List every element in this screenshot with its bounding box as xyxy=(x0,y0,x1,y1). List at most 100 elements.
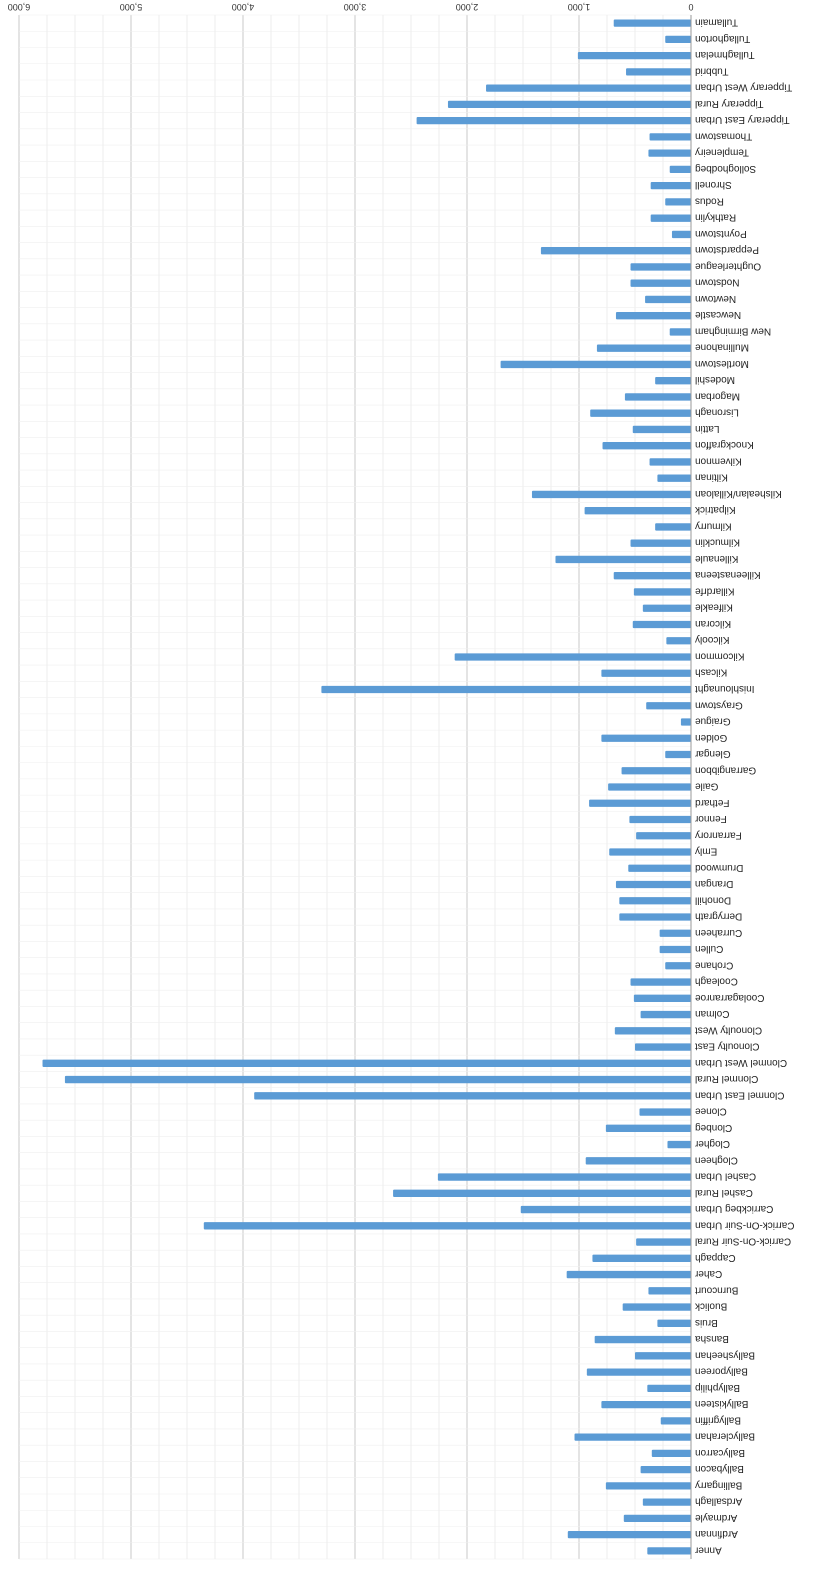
category-label: Tubbrid xyxy=(695,65,729,76)
category-label: Kilcooly xyxy=(695,634,729,645)
bar xyxy=(608,783,691,791)
category-label: Carrick-On-Suir Rural xyxy=(695,1236,791,1247)
category-label: Graigue xyxy=(695,715,731,726)
bar xyxy=(648,149,691,157)
category-label: Bansha xyxy=(695,1333,729,1344)
category-label: Clonbeg xyxy=(695,1122,732,1133)
category-label: Tipperary West Urban xyxy=(695,82,792,93)
category-label: Drangan xyxy=(695,878,733,889)
category-label: Clogher xyxy=(694,1138,730,1149)
category-label: Thomastown xyxy=(695,130,752,141)
category-label: Tipperary East Urban xyxy=(695,114,790,125)
category-label: New Birmingham xyxy=(695,325,771,336)
tick-labels: 0 1,000 2,000 3,000 4,000 5,000 6,000 xyxy=(8,2,694,12)
category-label: Kilfeakle xyxy=(695,602,733,613)
bar xyxy=(633,588,691,596)
category-label: Ardsallagh xyxy=(695,1496,742,1507)
bar xyxy=(650,214,691,222)
value-tick-label: 2,000 xyxy=(456,2,479,12)
bar xyxy=(648,1287,691,1295)
bar xyxy=(623,1514,691,1523)
bar xyxy=(642,604,691,612)
category-label: Garrangibbon xyxy=(695,764,756,775)
category-label: Carrick-On-Suir Urban xyxy=(695,1219,794,1230)
bar xyxy=(609,848,691,856)
category-label: Farranrory xyxy=(695,829,742,840)
category-label: Clonmel Rural xyxy=(695,1073,758,1084)
bar xyxy=(393,1189,691,1197)
category-label: Ballingarry xyxy=(695,1479,742,1490)
category-label: Inishlounaght xyxy=(695,683,755,694)
category-label: Nodstown xyxy=(695,277,739,288)
value-tick-label: 3,000 xyxy=(344,2,367,12)
bar xyxy=(586,1368,691,1376)
category-label: Curraheen xyxy=(695,927,742,938)
category-label: Rodus xyxy=(695,195,724,206)
category-label: Ardfinnan xyxy=(695,1528,738,1539)
bar xyxy=(650,181,691,190)
category-label: Oughterleague xyxy=(695,260,762,271)
category-label: Coolagarranroe xyxy=(695,992,765,1003)
bar xyxy=(447,100,691,109)
bar xyxy=(633,994,691,1002)
category-label: Tullaghorton xyxy=(695,33,750,44)
bar xyxy=(639,1108,691,1116)
category-label: Tipperary Rural xyxy=(695,98,764,109)
bar xyxy=(520,1205,691,1214)
bar xyxy=(630,539,691,547)
category-label: Cooleagh xyxy=(695,976,738,987)
bar xyxy=(454,653,691,661)
category-label: Ballygriffin xyxy=(695,1414,741,1425)
bar xyxy=(596,344,691,352)
category-label: Kilmucklin xyxy=(695,537,740,548)
category-label: Kilcommon xyxy=(695,650,744,661)
bar xyxy=(669,165,691,174)
category-label: Kilpatrick xyxy=(694,504,736,515)
category-label: Clonmel West Urban xyxy=(695,1057,787,1068)
category-label: Fethard xyxy=(695,797,729,808)
category-label: Clogheen xyxy=(695,1154,738,1165)
bar xyxy=(416,116,691,125)
bar xyxy=(584,507,691,515)
bar xyxy=(622,1303,691,1311)
category-label: Magorban xyxy=(695,390,740,401)
category-label: Fennor xyxy=(694,813,726,824)
category-label: Graystown xyxy=(695,699,743,710)
bar xyxy=(64,1075,691,1084)
category-label: Clonmel East Urban xyxy=(695,1089,784,1100)
category-label: Clonoulty West xyxy=(695,1024,762,1035)
bar xyxy=(655,377,691,385)
bars xyxy=(42,19,691,1555)
bar xyxy=(601,1400,691,1409)
category-label: Lattin xyxy=(695,423,719,434)
bar xyxy=(628,864,691,872)
bar xyxy=(574,1433,691,1441)
category-label: Killardrfe xyxy=(695,585,735,596)
bar xyxy=(486,84,691,92)
bar xyxy=(669,328,691,336)
bar xyxy=(619,897,691,905)
bar xyxy=(680,718,691,726)
category-label: Ballykisteen xyxy=(695,1398,748,1409)
category-label: Burncourt xyxy=(695,1284,739,1295)
bar xyxy=(437,1173,691,1181)
bar xyxy=(605,1124,691,1132)
category-label: Newcastle xyxy=(695,309,742,320)
bar xyxy=(666,637,691,645)
bar xyxy=(615,880,691,889)
bar xyxy=(621,767,691,775)
bar xyxy=(594,1335,691,1344)
bar xyxy=(601,669,691,677)
category-label: Golden xyxy=(695,732,727,743)
bar xyxy=(665,750,691,759)
bar xyxy=(636,832,691,840)
bar xyxy=(630,279,691,287)
bar xyxy=(632,620,691,629)
value-tick-label: 1,000 xyxy=(568,2,591,12)
category-label: Ballyporeen xyxy=(695,1366,748,1377)
bar xyxy=(640,1010,691,1019)
bar xyxy=(659,945,691,954)
value-tick-label: 5,000 xyxy=(120,2,143,12)
bar xyxy=(254,1092,691,1100)
